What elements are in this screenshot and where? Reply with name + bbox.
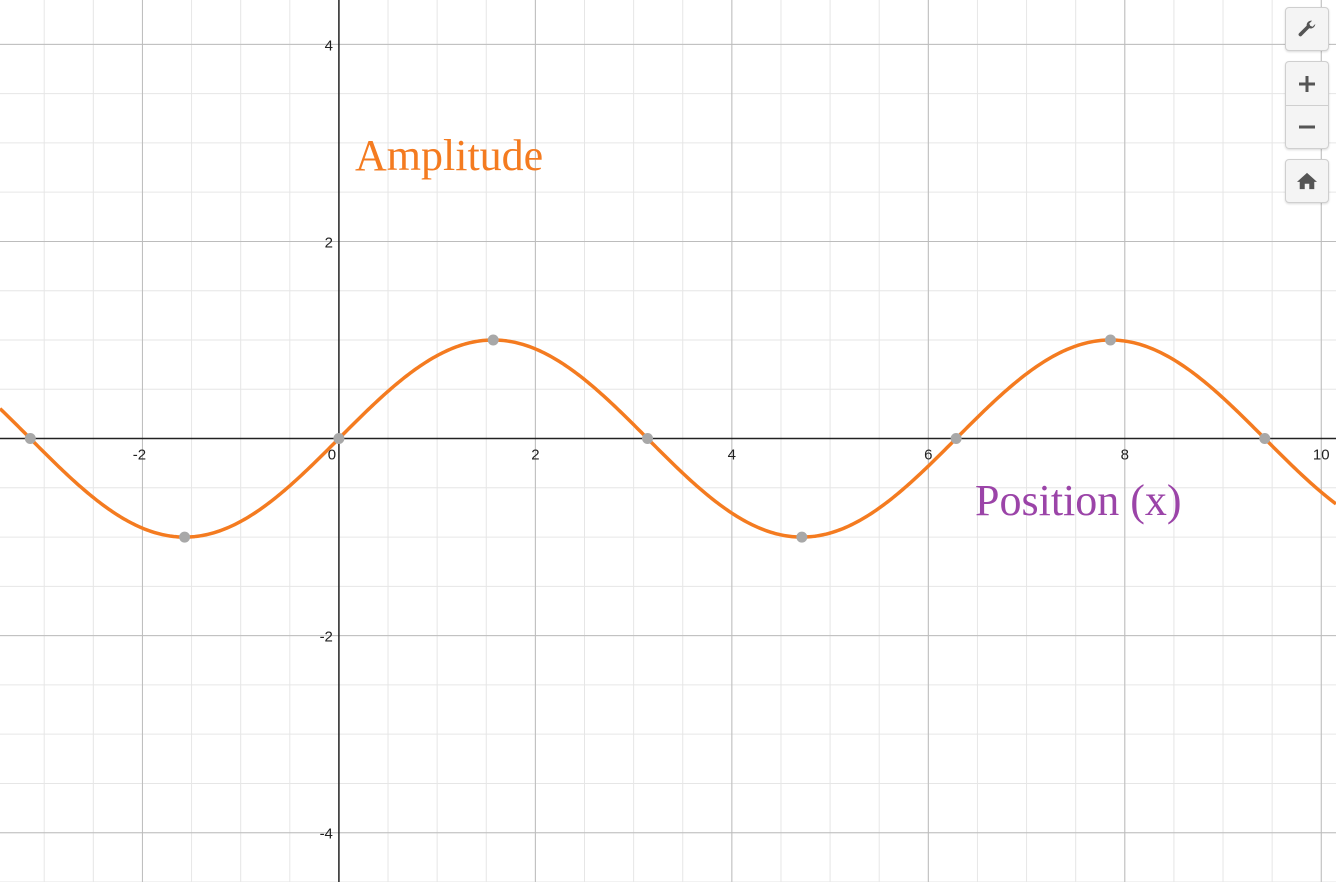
x-tick-label: 8 bbox=[1121, 447, 1129, 464]
y-tick-label: -4 bbox=[320, 826, 333, 843]
x-tick-label: 4 bbox=[728, 447, 736, 464]
tick-labels: -2 0 2 4 6 8 10 -4 -2 2 4 bbox=[133, 37, 1330, 842]
minus-icon bbox=[1299, 125, 1315, 129]
curve-point bbox=[950, 433, 962, 445]
graph-toolbar bbox=[1285, 7, 1329, 203]
points bbox=[24, 334, 1271, 543]
annotation-position: Position (x) bbox=[975, 476, 1182, 525]
y-tick-label: -2 bbox=[320, 629, 333, 646]
x-tick-label: 6 bbox=[924, 447, 932, 464]
y-tick-label: 4 bbox=[325, 37, 333, 54]
home-button[interactable] bbox=[1285, 159, 1329, 203]
annotation-amplitude: Amplitude bbox=[355, 131, 543, 180]
curve-point bbox=[1104, 334, 1116, 346]
settings-button[interactable] bbox=[1285, 7, 1329, 51]
zoom-out-button[interactable] bbox=[1285, 105, 1329, 149]
x-tick-label: 2 bbox=[531, 447, 539, 464]
x-tick-label: 10 bbox=[1313, 447, 1330, 464]
y-tick-label: 2 bbox=[325, 234, 333, 251]
curve-point bbox=[24, 433, 36, 445]
curve-point bbox=[179, 531, 191, 543]
curve-point bbox=[487, 334, 499, 346]
plus-icon bbox=[1299, 75, 1315, 92]
curve-point bbox=[333, 433, 345, 445]
wrench-icon bbox=[1298, 20, 1316, 37]
curve-point bbox=[796, 531, 808, 543]
zoom-in-button[interactable] bbox=[1285, 61, 1329, 105]
zoom-controls bbox=[1285, 61, 1329, 149]
curve-point bbox=[642, 433, 654, 445]
x-tick-label: 0 bbox=[328, 447, 336, 464]
x-tick-label: -2 bbox=[133, 447, 146, 464]
curve-point bbox=[1259, 433, 1271, 445]
home-icon bbox=[1297, 172, 1317, 190]
